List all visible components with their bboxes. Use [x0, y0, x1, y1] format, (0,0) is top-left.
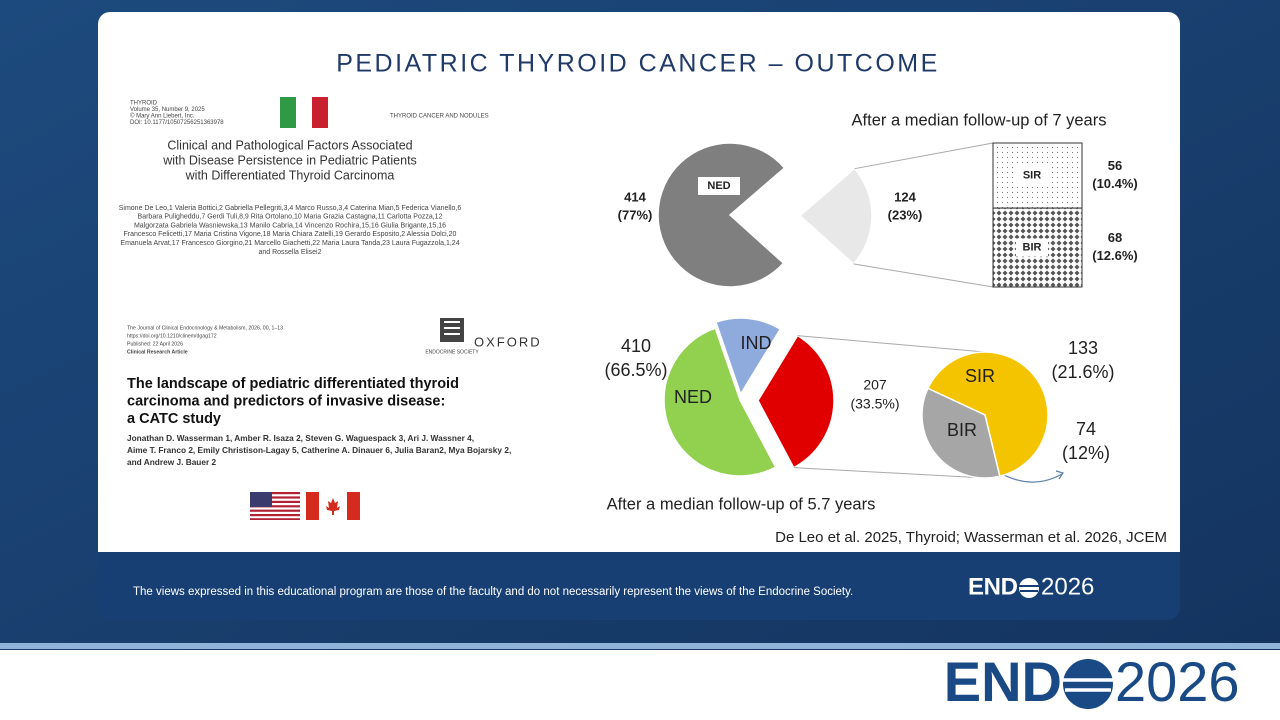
logo-right: 2026 [1041, 573, 1094, 600]
journal-line: Published: 22 April 2026 [127, 341, 183, 347]
pie-slice [757, 334, 835, 469]
slice-percent: (33.5%) [850, 396, 899, 412]
society-label: ENDOCRINE SOCIETY [425, 349, 479, 355]
author-line: Simone De Leo,1 Valeria Bottici,2 Gabrie… [119, 205, 462, 212]
italy-flag [280, 97, 328, 128]
pie-slice [657, 142, 786, 288]
logo-globe-small [1019, 578, 1039, 598]
slice-percent: (21.6%) [1051, 362, 1114, 382]
slice-count: 133 [1068, 338, 1098, 358]
author-line: Barbara Puligheddu,7 Gerdi Tuli,8,9 Rita… [138, 214, 443, 221]
label-box [1016, 166, 1048, 185]
author-line: and Andrew J. Bauer 2 [127, 457, 217, 467]
slice-label: NED [674, 387, 712, 407]
section-label: THYROID CANCER AND NODULES [390, 114, 489, 120]
author-line: Jonathan D. Wasserman 1, Amber R. Isaza … [127, 433, 474, 443]
slice-label: SIR [965, 366, 995, 386]
publisher: OXFORD [474, 334, 542, 349]
slice-percent: (12%) [1062, 443, 1110, 463]
citation: De Leo et al. 2025, Thyroid; Wasserman e… [775, 529, 1167, 546]
group-count: 410 [621, 336, 651, 356]
journal-line: © Mary Ann Liebert, Inc. [130, 113, 195, 120]
pie-slice [714, 317, 782, 396]
group-percent: (66.5%) [604, 360, 667, 380]
journal-line: The Journal of Clinical Endocrinology & … [127, 325, 283, 331]
slice-label: NED [707, 180, 730, 192]
logo-globe-large [1063, 659, 1113, 709]
disclaimer: The views expressed in this educational … [133, 586, 853, 598]
slice-count: 414 [624, 189, 646, 204]
slice-percent: (77%) [618, 207, 653, 222]
segment-label: BIR [1023, 241, 1042, 253]
label-box [698, 177, 740, 195]
slice-label: BIR [947, 420, 977, 440]
slide-title: PEDIATRIC THYROID CANCER – OUTCOME [336, 50, 940, 78]
journal-line: https://doi.org/10.1210/clinem/dgag172 [127, 333, 217, 339]
chart-caption: After a median follow-up of 7 years [852, 111, 1107, 129]
canada-flag [306, 492, 360, 520]
segment-count: 68 [1108, 230, 1122, 245]
logo-left-large: END [944, 650, 1062, 713]
paper-title-line: The landscape of pediatric differentiate… [127, 376, 459, 392]
journal-line: Volume 35, Number 9, 2025 [130, 107, 205, 113]
arrow-head [1055, 470, 1064, 480]
slide-card-base [98, 530, 1180, 552]
slide-card [98, 12, 1180, 552]
paper-title-line: carcinoma and predictors of invasive dis… [127, 393, 445, 409]
paper-title-line: a CATC study [127, 411, 221, 427]
segment-label: SIR [1023, 169, 1041, 181]
pie-slice [663, 327, 777, 477]
chart-caption: After a median follow-up of 5.7 years [607, 495, 876, 513]
pie-slice [798, 167, 873, 265]
connector [797, 335, 986, 353]
slice-count: 207 [863, 377, 887, 393]
pie-slice [921, 387, 1001, 479]
author-line: Aime T. Franco 2, Emily Christison-Lagay… [127, 445, 511, 455]
paper-title-line: with Differentiated Thyroid Carcinoma [185, 168, 395, 182]
paper-title-line: with Disease Persistence in Pediatric Pa… [162, 153, 417, 167]
journal-line: Clinical Research Article [127, 349, 188, 355]
segment-percent: (10.4%) [1092, 176, 1138, 191]
slice-count: 74 [1076, 419, 1096, 439]
endocrine-society-logo [440, 318, 464, 342]
slice-count: 124 [894, 189, 916, 204]
logo-right-large: 2026 [1115, 650, 1240, 713]
author-line: Francesco Felicetti,17 Maria Cristina Vi… [124, 231, 457, 238]
connector [854, 142, 994, 170]
segment-percent: (12.6%) [1092, 248, 1138, 263]
slice-percent: (23%) [888, 207, 923, 222]
label-box [1016, 238, 1048, 257]
connector [853, 263, 994, 288]
usa-flag [250, 492, 300, 520]
divider [0, 643, 1280, 649]
pie-slice [926, 351, 1049, 478]
journal-line: THYROID [130, 101, 158, 107]
logo-left: END [968, 573, 1018, 600]
journal-line: DOI: 10.1177/10507256251363978 [130, 120, 224, 126]
author-line: Malgorzata Gabriela Wasniewska,13 Manilo… [134, 222, 446, 229]
slice-label: IND [741, 333, 772, 353]
connector [793, 467, 986, 479]
author-line: Emanuela Arvat,17 Francesco Giorgino,21 … [120, 240, 459, 247]
segment-count: 56 [1108, 158, 1122, 173]
paper-title-line: Clinical and Pathological Factors Associ… [167, 138, 412, 152]
author-line: and Rossella Elisei2 [258, 249, 321, 256]
